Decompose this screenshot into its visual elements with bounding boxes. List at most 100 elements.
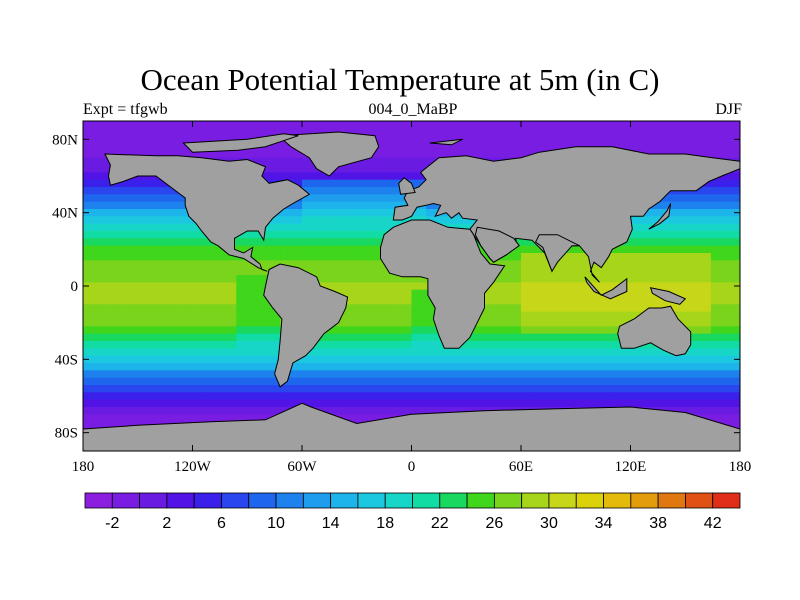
ocean-cell (375, 377, 383, 386)
ocean-cell (302, 399, 310, 408)
ocean-cell (667, 216, 675, 225)
ocean-cell (703, 201, 712, 210)
ocean-cell (338, 385, 347, 393)
ocean-cell (214, 311, 223, 320)
ocean-cell (572, 128, 580, 137)
ocean-cell (156, 275, 164, 283)
ocean-cell (309, 370, 318, 379)
ocean-cell (718, 121, 726, 129)
ocean-cell (491, 355, 500, 364)
ocean-cell (104, 135, 113, 144)
ocean-cell (265, 370, 274, 379)
ocean-cell (389, 128, 398, 137)
ocean-cell (710, 179, 719, 188)
ocean-cell (396, 304, 405, 313)
ocean-cell (170, 297, 179, 305)
ocean-cell (710, 135, 719, 144)
ocean-cell (331, 253, 340, 261)
ocean-cell (221, 348, 230, 357)
ocean-cell (411, 407, 420, 415)
ocean-cell (367, 414, 376, 423)
ocean-cell (345, 216, 354, 225)
ocean-cell (331, 355, 340, 364)
ocean-cell (214, 370, 223, 379)
ocean-cell (615, 267, 624, 276)
ocean-cell (134, 407, 142, 415)
ocean-cell (637, 370, 646, 379)
ocean-cell (141, 267, 150, 276)
ocean-cell (513, 326, 522, 335)
ocean-cell (214, 150, 223, 159)
ocean-cell (177, 275, 186, 283)
x-tick-label: 180 (72, 459, 95, 475)
ocean-cell (513, 275, 522, 283)
ocean-cell (674, 238, 683, 247)
ocean-cell (710, 216, 719, 225)
ocean-cell (250, 370, 259, 379)
ocean-cell (112, 319, 121, 327)
ocean-cell (272, 157, 281, 166)
ocean-cell (316, 216, 325, 225)
ocean-cell (287, 260, 296, 269)
ocean-cell (623, 355, 632, 364)
ocean-cell (659, 355, 668, 364)
ocean-cell (83, 253, 91, 261)
ocean-cell (199, 150, 208, 159)
ocean-cell (323, 172, 332, 181)
ocean-cell (134, 282, 142, 291)
ocean-cell (732, 289, 740, 298)
ocean-cell (462, 216, 471, 225)
ocean-cell (521, 135, 529, 144)
ocean-cell (594, 333, 602, 342)
ocean-cell (426, 377, 434, 386)
ocean-cell (542, 377, 551, 386)
ocean-cell (119, 231, 128, 239)
ocean-cell (499, 399, 507, 408)
ocean-cell (90, 165, 99, 173)
ocean-cell (177, 407, 186, 415)
ocean-cell (732, 201, 740, 210)
ocean-cell (90, 311, 99, 320)
ocean-cell (703, 370, 712, 379)
colorbar-label: 22 (431, 515, 449, 532)
ocean-cell (258, 341, 267, 349)
ocean-cell (389, 121, 398, 129)
ocean-cell (156, 201, 164, 210)
ocean-cell (367, 319, 376, 327)
ocean-cell (97, 201, 106, 210)
ocean-cell (112, 363, 121, 371)
ocean-cell (338, 282, 347, 291)
ocean-cell (353, 326, 361, 335)
ocean-cell (119, 179, 128, 188)
ocean-cell (104, 304, 113, 313)
ocean-cell (353, 128, 361, 137)
ocean-cell (586, 348, 595, 357)
ocean-cell (725, 333, 734, 342)
ocean-cell (126, 194, 135, 203)
ocean-cell (192, 253, 201, 261)
ocean-cell (97, 377, 106, 386)
ocean-cell (732, 267, 740, 276)
ocean-cell (426, 370, 434, 379)
ocean-cell (353, 172, 361, 181)
ocean-cell (163, 128, 172, 137)
ocean-cell (83, 201, 91, 210)
ocean-cell (163, 260, 172, 269)
ocean-cell (134, 333, 142, 342)
ocean-cell (542, 267, 551, 276)
ocean-cell (499, 385, 507, 393)
ocean-cell (90, 245, 99, 254)
ocean-cell (119, 414, 128, 423)
ocean-cell (579, 370, 588, 379)
ocean-cell (170, 311, 179, 320)
ocean-cell (455, 399, 464, 408)
ocean-cell (696, 363, 705, 371)
ocean-cell (287, 385, 296, 393)
ocean-cell (696, 194, 705, 203)
ocean-cell (477, 341, 486, 349)
ocean-cell (192, 135, 201, 144)
ocean-cell (696, 407, 705, 415)
ocean-cell (396, 326, 405, 335)
ocean-cell (148, 260, 157, 269)
ocean-cell (608, 392, 617, 401)
